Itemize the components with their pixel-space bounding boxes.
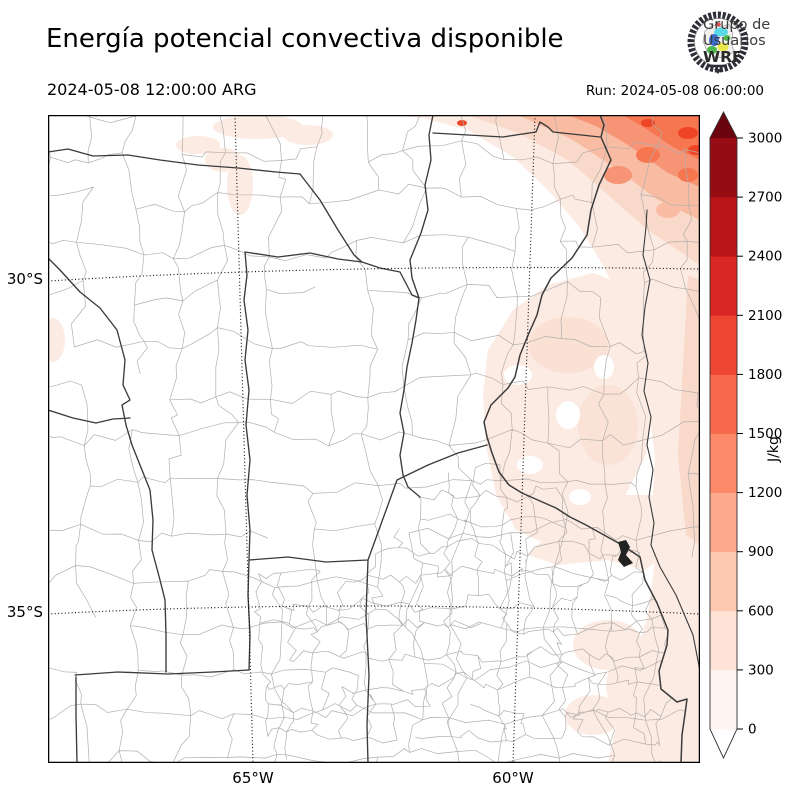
- colorbar-ticks: 0 300 600 900 1200 1500 1800 2100 2400 2700 3000: [737, 131, 782, 738]
- colorbar-tick-label: 0: [748, 722, 757, 738]
- cape-shading: [48, 115, 700, 763]
- logo-line-3: WRF: [703, 48, 743, 66]
- colorbar-tick-label: 2100: [748, 308, 782, 324]
- colorbar-tick-label: 3000: [748, 131, 782, 147]
- colorbar-tick-label: 300: [748, 662, 774, 678]
- city-marker: [618, 540, 633, 567]
- department-boundaries: [48, 115, 700, 763]
- logo-line-1: Grupo de: [703, 17, 771, 33]
- page-title: Energía potencial convectiva disponible: [46, 24, 564, 54]
- colorbar-cells: [709, 111, 738, 760]
- colorbar: 0 300 600 900 1200 1500 1800 2100 2400 2700 3000: [709, 111, 782, 760]
- lat-tick-35s: 35°S: [6, 603, 43, 621]
- colorbar-tick-label: 1200: [748, 485, 782, 501]
- graticule: [48, 115, 700, 763]
- map-frame: [48, 115, 700, 763]
- lon-tick-60w: 60°W: [492, 769, 534, 787]
- province-boundaries: [48, 115, 700, 763]
- logo-text: Grupo de Usuarios WRF: [703, 17, 770, 65]
- colorbar-tick-label: 1800: [748, 367, 782, 383]
- run-time-label: Run: 2024-05-08 06:00:00: [585, 83, 764, 99]
- colorbar-tick-label: 2700: [748, 190, 782, 206]
- colorbar-tick-label: 900: [748, 544, 774, 560]
- cape-map: [48, 115, 700, 763]
- colorbar-tick-label: 600: [748, 603, 774, 619]
- wrf-logo-icon: [687, 11, 749, 74]
- logo-line-2: Usuarios: [703, 33, 766, 49]
- colorbar-tick-label: 1500: [748, 426, 782, 442]
- lon-tick-65w: 65°W: [232, 769, 274, 787]
- valid-time-label: 2024-05-08 12:00:00 ARG: [47, 80, 257, 99]
- lat-tick-30s: 30°S: [6, 270, 43, 288]
- colorbar-tick-label: 2400: [748, 249, 782, 265]
- colorbar-unit-label: J/kg: [766, 436, 782, 462]
